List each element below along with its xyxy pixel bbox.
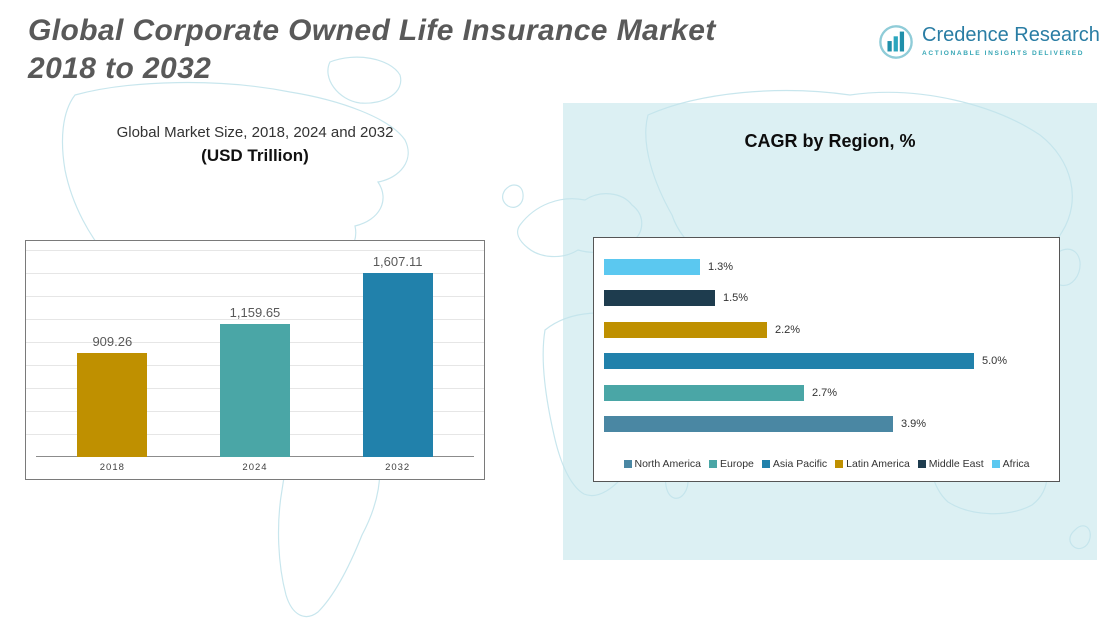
legend-swatch-latin-america [835,460,844,468]
market-size-bars: 909.26 2018 1,159.65 2024 1,607.11 2032 [41,251,469,473]
bar-value-label: 909.26 [92,334,133,349]
legend-item-latin-america: Latin America [835,458,910,470]
x-axis-label: 2024 [242,462,268,473]
bar-group-2032: 1,607.11 2032 [362,251,433,473]
legend-swatch-africa [991,460,1000,468]
legend-label: North America [634,458,702,470]
brand-text: Credence Research Actionable Insights De… [922,24,1100,57]
cagr-legend: North America Europe Asia Pacific Latin Ame… [594,458,1059,470]
bar-group-2018: 909.26 2018 [77,251,148,473]
brand-name: Credence Research [922,24,1100,46]
legend-label: Asia Pacific [772,458,828,470]
page-title: Global Corporate Owned Life Insurance Ma… [28,12,716,89]
bar-value-label: 3.9% [901,418,927,431]
bar-europe [604,384,804,401]
cagr-row-asia-pacific: 5.0% [604,346,1049,378]
bar-asia-pacific [604,353,974,370]
bar-2032 [362,273,433,457]
bar-value-label: 2.7% [812,386,838,399]
bar-value-label: 5.0% [982,355,1008,368]
brand-logo: Credence Research Actionable Insights De… [878,24,1100,60]
bar-africa [604,258,700,275]
cagr-row-latin-america: 2.2% [604,314,1049,346]
bar-value-label: 1,607.11 [372,254,423,269]
legend-swatch-north-america [623,460,632,468]
cagr-row-europe: 2.7% [604,377,1049,409]
bar-2018 [77,353,148,457]
legend-swatch-asia-pacific [761,460,770,468]
bar-group-2024: 1,159.65 2024 [219,251,290,473]
legend-item-europe: Europe [709,458,754,470]
legend-label: Latin America [846,458,910,470]
cagr-bars: 1.3% 1.5% 2.2% 5.0% 2.7% 3.9% [604,251,1049,440]
legend-label: Europe [720,458,754,470]
bar-north-america [604,416,893,433]
bar-2024 [219,324,290,457]
legend-item-middle-east: Middle East [917,458,984,470]
market-size-chart-subtitle: (USD Trillion) [201,146,309,165]
legend-item-asia-pacific: Asia Pacific [761,458,828,470]
legend-swatch-europe [709,460,718,468]
legend-label: Middle East [928,458,984,470]
cagr-row-middle-east: 1.5% [604,283,1049,315]
bar-value-label: 2.2% [775,323,801,336]
bar-middle-east [604,290,715,307]
market-size-chart: 909.26 2018 1,159.65 2024 1,607.11 2032 [25,240,485,480]
bar-value-label: 1.3% [708,260,734,273]
market-size-chart-title: Global Market Size, 2018, 2024 and 2032 [116,124,394,141]
brand-logo-icon [879,25,913,59]
market-size-chart-header: Global Market Size, 2018, 2024 and 2032 … [25,124,485,166]
legend-item-north-america: North America [623,458,702,470]
cagr-row-north-america: 3.9% [604,409,1049,441]
x-axis-label: 2032 [385,462,411,473]
cagr-chart: 1.3% 1.5% 2.2% 5.0% 2.7% 3.9% North America Eu… [593,237,1060,482]
cagr-chart-title: CAGR by Region, % [744,131,916,151]
bar-latin-america [604,321,767,338]
x-axis-label: 2018 [99,462,125,473]
page-title-line2: 2018 to 2032 [28,52,212,86]
legend-item-africa: Africa [991,458,1030,470]
page-title-line1: Global Corporate Owned Life Insurance Ma… [28,14,716,47]
bar-value-label: 1.5% [723,292,749,305]
bar-value-label: 1,159.65 [229,305,281,320]
legend-swatch-middle-east [917,460,926,468]
cagr-row-africa: 1.3% [604,251,1049,283]
legend-label: Africa [1002,458,1030,470]
brand-tagline: Actionable Insights Delivered [922,50,1085,57]
